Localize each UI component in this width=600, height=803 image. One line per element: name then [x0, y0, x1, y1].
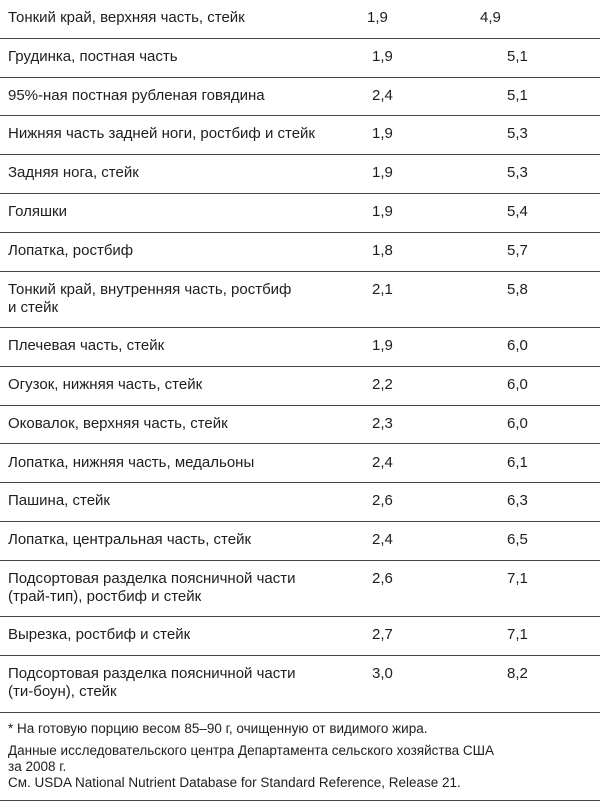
- cut-name-line: Оковалок, верхняя часть, стейк: [8, 414, 228, 432]
- notes: * На готовую порцию весом 85–90 г, очище…: [0, 711, 600, 801]
- cut-name: Оковалок, верхняя часть, стейк: [8, 415, 228, 433]
- value-cell: 2,4: [372, 531, 393, 549]
- value-cell: 2,6: [372, 569, 393, 587]
- cut-name-line: Плечевая часть, стейк: [8, 337, 165, 355]
- footnote-line: См. USDA National Nutrient Database for …: [8, 775, 461, 790]
- value-cell: 6,0: [507, 337, 528, 355]
- value-cell: 2,2: [372, 375, 393, 393]
- cut-name-line: Огузок, нижняя часть, стейк: [8, 375, 203, 393]
- table-row: Тонкий край, верхняя часть, стейк 1,9 4,9: [0, 0, 600, 39]
- cut-name: Задняя нога, стейк: [8, 164, 139, 182]
- value-cell: 6,0: [507, 414, 528, 432]
- cut-name-line: Подсортовая разделка поясничной части: [8, 665, 296, 683]
- footnote-line: за 2008 г.: [8, 759, 67, 774]
- value-cell: 6,0: [507, 375, 528, 393]
- cut-name: Голяшки: [8, 203, 67, 221]
- value-cell: 6,5: [507, 531, 528, 549]
- cut-name-line: и стейк: [8, 298, 59, 316]
- cut-name: 95%-ная постная рубленая говядина: [8, 87, 265, 105]
- cut-name: Вырезка, ростбиф и стейк: [8, 626, 190, 644]
- cut-name-line: Вырезка, ростбиф и стейк: [8, 626, 191, 644]
- cut-name: Грудинка, постная часть: [8, 48, 178, 66]
- table-row: Огузок, нижняя часть, стейк 2,2 6,0: [0, 367, 600, 406]
- cut-name: Нижняя часть задней ноги, ростбиф и стей…: [8, 125, 315, 143]
- value-cell: 2,1: [372, 280, 393, 298]
- table-row: Подсортовая разделка поясничной части (тр…: [0, 561, 600, 618]
- cut-name: Подсортовая разделка поясничной части (ти…: [8, 665, 296, 701]
- cut-name: Пашина, стейк: [8, 492, 110, 510]
- cut-name: Огузок, нижняя часть, стейк: [8, 376, 202, 394]
- cut-name-line: Лопатка, ростбиф: [8, 241, 134, 259]
- table-row: Плечевая часть, стейк 1,9 6,0: [0, 328, 600, 367]
- value-cell: 5,7: [507, 241, 528, 259]
- value-cell: 5,3: [507, 164, 528, 182]
- cut-name-line: Нижняя часть задней ноги, ростбиф и стей…: [8, 125, 315, 143]
- cut-name-line: Голяшки: [8, 203, 67, 220]
- cut-name: Лопатка, центральная часть, стейк: [8, 531, 251, 549]
- value-cell: 2,6: [372, 492, 393, 510]
- cut-name-line: Лопатка, нижняя часть, медальоны: [8, 453, 255, 471]
- cut-name-line: Задняя нога, стейк: [8, 164, 139, 182]
- value-cell: 1,9: [372, 203, 393, 220]
- value-cell: 2,4: [372, 86, 393, 104]
- cut-name-line: Тонкий край, верхняя часть, стейк: [8, 9, 245, 26]
- cut-name: Плечевая часть, стейк: [8, 337, 164, 355]
- cut-name-line: Подсортовая разделка поясничной части: [8, 569, 296, 587]
- value-cell: 5,4: [507, 203, 528, 220]
- footnote: * На готовую порцию весом 85–90 г, очище…: [8, 721, 600, 737]
- table-row: Задняя нога, стейк 1,9 5,3: [0, 155, 600, 194]
- value-cell: 2,4: [372, 453, 393, 471]
- value-cell: 5,8: [507, 280, 528, 298]
- table-row: Грудинка, постная часть 1,9 5,1: [0, 39, 600, 78]
- value-cell: 2,7: [372, 626, 393, 644]
- value-cell: 5,1: [507, 86, 528, 104]
- value-cell: 7,1: [507, 569, 528, 587]
- cut-name: Лопатка, нижняя часть, медальоны: [8, 454, 254, 472]
- table-row: Лопатка, центральная часть, стейк 2,4 6,5: [0, 522, 600, 561]
- value-cell: 7,1: [507, 626, 528, 644]
- value-cell: 1,9: [367, 9, 388, 26]
- table-row: 95%-ная постная рубленая говядина 2,4 5,1: [0, 78, 600, 117]
- cut-name-line: Тонкий край, внутренняя часть, ростбиф: [8, 280, 292, 298]
- value-cell: 1,9: [372, 164, 393, 182]
- cut-name-line: (трай-тип), ростбиф и стейк: [8, 587, 202, 605]
- footnote-line: Данные исследовательского центра Департа…: [8, 743, 494, 758]
- table-row: Оковалок, верхняя часть, стейк 2,3 6,0: [0, 406, 600, 445]
- footnote-line: * На готовую порцию весом 85–90 г, очище…: [8, 721, 428, 736]
- cut-name-line: Лопатка, центральная часть, стейк: [8, 531, 252, 549]
- value-cell: 5,1: [507, 47, 528, 65]
- table-row: Нижняя часть задней ноги, ростбиф и стей…: [0, 116, 600, 156]
- footnote: Данные исследовательского центра Департа…: [8, 743, 600, 791]
- cut-name-line: (ти-боун), стейк: [8, 683, 117, 701]
- value-cell: 4,9: [480, 9, 501, 26]
- value-cell: 8,2: [507, 665, 528, 683]
- value-cell: 2,3: [372, 414, 393, 432]
- cut-name: Подсортовая разделка поясничной части (тр…: [8, 570, 296, 606]
- cut-name-line: 95%-ная постная рубленая говядина: [8, 86, 265, 104]
- table-row: Лопатка, нижняя часть, медальоны 2,4 6,1: [0, 445, 600, 484]
- value-cell: 1,9: [372, 337, 393, 355]
- value-cell: 1,9: [372, 47, 393, 65]
- value-cell: 1,9: [372, 125, 393, 143]
- cut-name: Тонкий край, внутренняя часть, ростбиф и …: [8, 281, 291, 317]
- cut-name-line: Пашина, стейк: [8, 492, 110, 510]
- table-row: Пашина, стейк 2,6 6,3: [0, 483, 600, 523]
- table-row: Тонкий край, внутренняя часть, ростбиф и …: [0, 272, 600, 329]
- value-cell: 6,1: [507, 453, 528, 471]
- value-cell: 1,8: [372, 241, 393, 259]
- cut-name: Лопатка, ростбиф: [8, 242, 133, 260]
- cut-name-line: Грудинка, постная часть: [8, 47, 178, 65]
- table-row: Вырезка, ростбиф и стейк 2,7 7,1: [0, 617, 600, 657]
- table-row: Лопатка, ростбиф 1,8 5,7: [0, 233, 600, 272]
- table-row: Голяшки 1,9 5,4: [0, 194, 600, 233]
- value-cell: 6,3: [507, 492, 528, 510]
- value-cell: 3,0: [372, 665, 393, 683]
- cut-name: Тонкий край, верхняя часть, стейк: [8, 9, 245, 27]
- value-cell: 5,3: [507, 125, 528, 143]
- table-row: Подсортовая разделка поясничной части (ти…: [0, 656, 600, 713]
